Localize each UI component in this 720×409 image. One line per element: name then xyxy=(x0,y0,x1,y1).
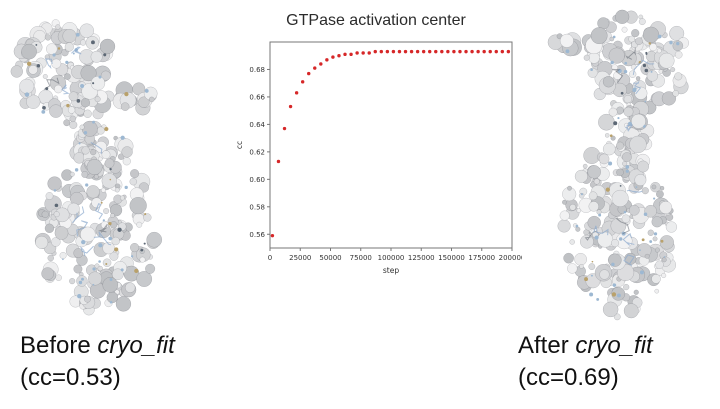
svg-text:25000: 25000 xyxy=(289,254,311,262)
before-caption-tool-name: cryo_fit xyxy=(97,332,175,359)
svg-text:175000: 175000 xyxy=(468,254,495,262)
svg-text:0.66: 0.66 xyxy=(249,93,265,101)
svg-text:0: 0 xyxy=(268,254,272,262)
after-caption: After cryo_fit (cc=0.69) xyxy=(518,330,653,395)
before-structure-image xyxy=(10,19,163,316)
chart-title: GTPase activation center xyxy=(286,12,466,29)
svg-text:150000: 150000 xyxy=(438,254,465,262)
after-caption-tool-name: cryo_fit xyxy=(575,332,653,359)
svg-text:100000: 100000 xyxy=(378,254,405,262)
svg-text:0.56: 0.56 xyxy=(249,231,265,239)
before-caption-line1: Before cryo_fit xyxy=(20,330,175,362)
svg-text:0.64: 0.64 xyxy=(249,121,265,129)
cc-scatter-plot: 0 25000 50000 75000 100000 125000 150000 175000… xyxy=(235,41,522,275)
svg-text:step: step xyxy=(383,266,399,275)
svg-text:0.68: 0.68 xyxy=(249,66,265,74)
svg-text:75000: 75000 xyxy=(350,254,372,262)
before-caption-cc: (cc=0.53) xyxy=(20,364,121,392)
svg-text:0.58: 0.58 xyxy=(249,203,265,211)
after-caption-line1: After cryo_fit xyxy=(518,330,653,362)
svg-text:50000: 50000 xyxy=(319,254,341,262)
before-caption: Before cryo_fit (cc=0.53) xyxy=(20,330,175,395)
chart-panel: GTPase activation center 0 25000 50000 7500… xyxy=(228,12,524,284)
before-caption-prefix: Before xyxy=(20,332,98,359)
after-structure-image xyxy=(547,9,690,321)
after-caption-prefix: After xyxy=(518,332,576,359)
svg-text:0.60: 0.60 xyxy=(249,176,265,184)
svg-text:cc: cc xyxy=(235,141,244,149)
after-caption-cc: (cc=0.69) xyxy=(518,364,619,392)
svg-text:125000: 125000 xyxy=(408,254,435,262)
svg-text:0.62: 0.62 xyxy=(249,148,265,156)
